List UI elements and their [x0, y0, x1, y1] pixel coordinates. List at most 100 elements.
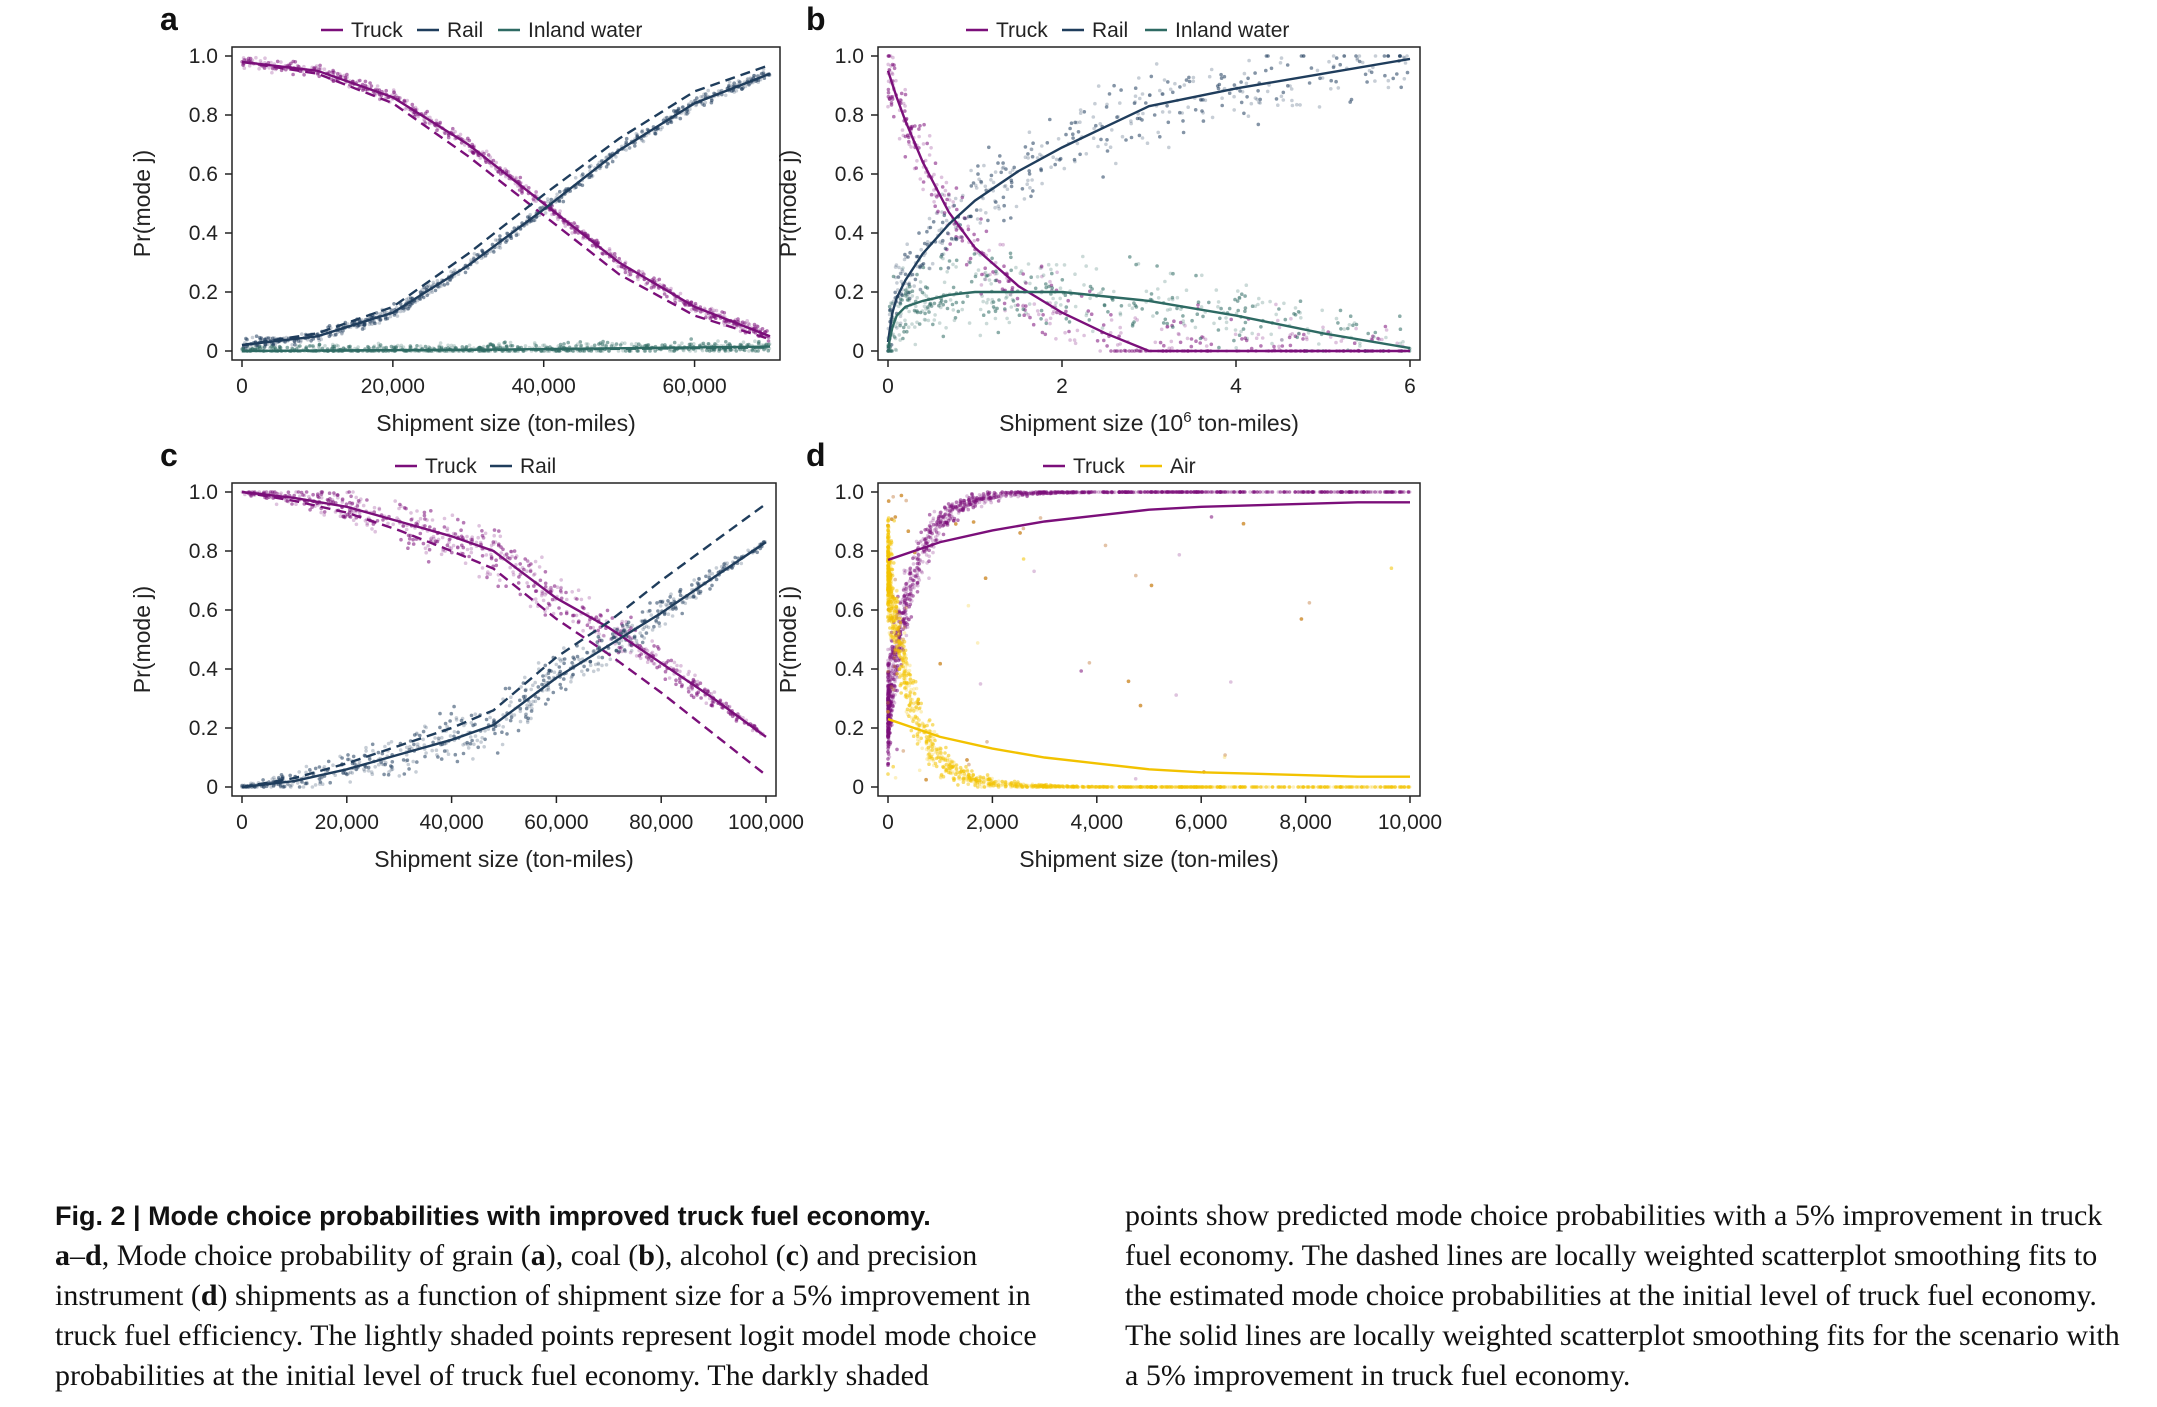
data-point — [965, 294, 970, 299]
data-point — [297, 770, 302, 774]
data-point — [1190, 318, 1194, 323]
data-point — [1176, 331, 1181, 336]
panel-d: d00.20.40.60.81.00 2,000 4,000 6,000 8,000 10… — [775, 437, 1442, 872]
data-point — [425, 293, 430, 298]
data-point — [454, 716, 459, 720]
data-point — [596, 667, 600, 672]
data-point — [1078, 152, 1082, 157]
data-point — [307, 495, 311, 499]
data-point — [655, 665, 659, 670]
data-point — [421, 729, 426, 734]
data-point — [1132, 320, 1136, 324]
data-point — [915, 272, 919, 277]
data-point — [604, 165, 609, 169]
data-point — [320, 490, 325, 494]
data-point — [953, 225, 958, 230]
data-point — [1243, 320, 1248, 325]
data-point — [446, 752, 451, 756]
data-point — [1110, 128, 1114, 132]
data-point — [1268, 299, 1272, 304]
data-point — [1009, 268, 1013, 273]
data-point — [455, 759, 460, 764]
data-point — [910, 294, 915, 298]
data-point — [398, 748, 403, 752]
data-point — [693, 673, 697, 678]
data-point — [1168, 271, 1173, 276]
data-point — [507, 703, 512, 708]
data-point — [1144, 289, 1149, 294]
data-point — [331, 79, 336, 83]
data-point — [1355, 56, 1360, 61]
data-point — [756, 80, 760, 84]
data-point — [1170, 346, 1174, 350]
data-point — [1128, 255, 1132, 259]
data-point — [406, 762, 411, 767]
data-point — [1028, 281, 1032, 286]
data-point — [318, 780, 323, 784]
data-point — [898, 323, 902, 328]
data-point — [484, 149, 489, 154]
data-point — [542, 343, 547, 348]
data-point — [497, 723, 501, 727]
data-point — [377, 321, 382, 325]
data-point — [676, 108, 681, 112]
data-point — [943, 188, 948, 193]
data-point — [1342, 54, 1346, 58]
data-point — [1160, 92, 1164, 96]
data-point — [1091, 329, 1095, 334]
data-point — [1216, 300, 1221, 304]
data-point — [1242, 111, 1246, 116]
data-point — [304, 764, 309, 769]
data-point — [531, 683, 535, 688]
data-point — [505, 238, 509, 242]
data-point — [455, 545, 460, 549]
data-point — [657, 624, 662, 628]
y-axis-label: Pr(mode j) — [775, 150, 801, 257]
data-point — [1063, 330, 1067, 335]
data-point — [494, 160, 499, 165]
data-point — [296, 490, 301, 494]
data-point — [1240, 337, 1244, 341]
data-point — [974, 208, 979, 212]
data-point — [699, 95, 703, 99]
data-point — [504, 584, 508, 588]
data-point — [966, 227, 971, 232]
data-point — [524, 184, 528, 188]
data-point — [501, 725, 506, 729]
data-point — [399, 345, 403, 350]
data-point — [1204, 344, 1209, 348]
data-point — [354, 495, 359, 500]
data-point — [1045, 141, 1050, 145]
data-point — [979, 217, 983, 221]
data-point — [649, 286, 654, 290]
data-point — [1144, 101, 1148, 105]
data-point — [1023, 145, 1028, 149]
data-point — [1384, 328, 1389, 332]
data-point — [1156, 287, 1160, 291]
data-point — [741, 340, 746, 345]
data-point — [531, 699, 535, 704]
data-point — [596, 635, 601, 639]
data-point — [319, 337, 324, 342]
data-point — [1054, 301, 1058, 305]
data-point — [710, 703, 715, 708]
data-point — [1240, 90, 1245, 94]
data-point — [476, 535, 481, 540]
data-point — [681, 348, 686, 353]
data-point — [612, 635, 616, 640]
data-point — [293, 60, 298, 64]
data-point — [921, 262, 926, 266]
data-point — [404, 759, 408, 763]
legend: Truck Rail Inland water — [321, 19, 642, 42]
data-point — [1357, 59, 1362, 64]
data-point — [634, 638, 639, 643]
data-point — [1137, 133, 1142, 138]
data-point — [578, 182, 582, 187]
data-point — [627, 272, 631, 277]
data-point — [1167, 145, 1171, 150]
data-point — [939, 266, 943, 271]
data-point — [1050, 286, 1054, 290]
data-point — [922, 317, 927, 322]
data-point — [585, 650, 589, 655]
data-point — [453, 752, 458, 757]
